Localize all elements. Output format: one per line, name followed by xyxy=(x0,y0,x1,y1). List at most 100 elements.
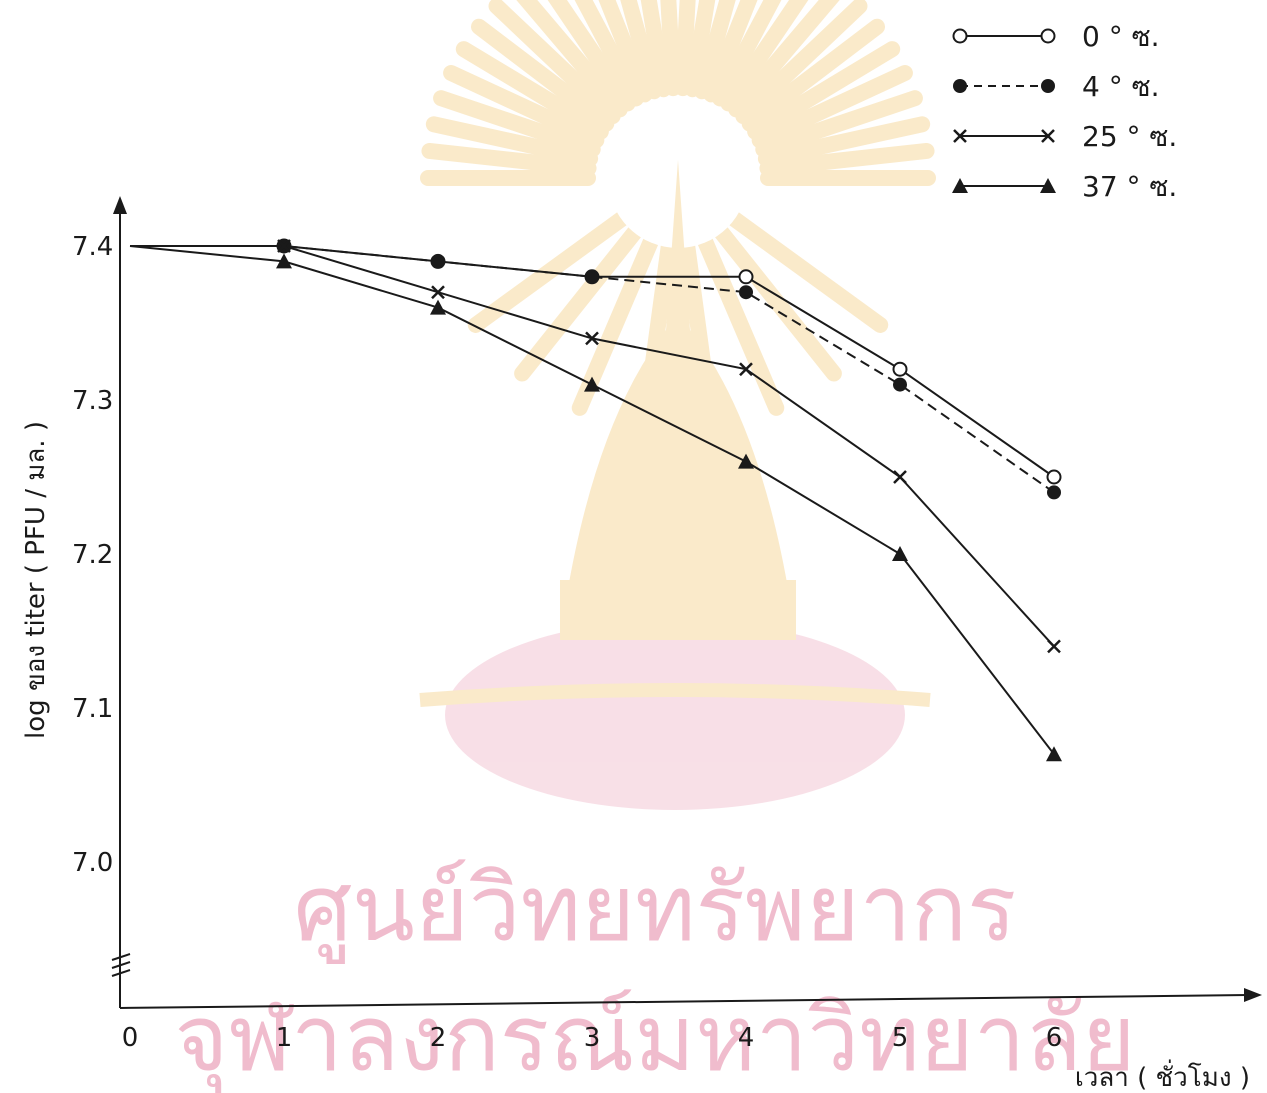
emblem-cushion xyxy=(445,620,905,810)
x-tick-labels: 0 1 2 3 4 5 6 xyxy=(122,1023,1063,1053)
series-25c-point xyxy=(1047,639,1061,654)
legend-label: 37 ° ซ. xyxy=(1082,170,1177,203)
emblem-ray xyxy=(759,142,935,177)
y-tick-label: 7.4 xyxy=(72,232,113,262)
legend-marker xyxy=(953,79,967,93)
emblem-ray xyxy=(574,0,644,107)
legend-item-4c: 4 ° ซ. xyxy=(953,70,1160,103)
series-25c-point xyxy=(739,362,753,377)
emblem-ray xyxy=(720,0,809,112)
series-0c-point xyxy=(1046,469,1062,485)
series-25c-point xyxy=(585,331,599,346)
series-37c-point xyxy=(738,453,754,469)
series-37c-point xyxy=(276,253,292,269)
x-tick-label: 2 xyxy=(430,1023,447,1053)
emblem-ray xyxy=(747,41,901,140)
y-tick-label: 7.1 xyxy=(72,694,113,724)
series-25c-point xyxy=(431,285,445,300)
emblem-ray xyxy=(433,90,601,158)
series-4c-point xyxy=(585,269,599,284)
emblem-ray xyxy=(421,142,597,177)
emblem-ray xyxy=(640,0,672,98)
emblem-base xyxy=(560,580,796,640)
series-0c-point xyxy=(892,361,908,377)
axes xyxy=(111,196,1262,1009)
emblem-ray xyxy=(703,0,758,103)
emblem-ray xyxy=(674,0,696,97)
series-0c-point xyxy=(738,269,754,285)
emblem-ray xyxy=(516,0,628,118)
emblem-rays xyxy=(420,0,936,434)
emblem-ray xyxy=(547,0,636,112)
emblem-ray xyxy=(728,0,840,118)
legend-label: 0 ° ซ. xyxy=(1082,20,1160,53)
emblem-ray xyxy=(620,0,662,100)
x-tick-label: 5 xyxy=(892,1023,909,1053)
legend-marker xyxy=(1041,79,1055,93)
y-axis-arrow xyxy=(113,196,127,214)
y-tick-label: 7.2 xyxy=(72,540,113,570)
legend-marker xyxy=(1040,178,1056,193)
series-37c-point xyxy=(1046,746,1062,762)
series-25c-point xyxy=(277,239,291,253)
watermark-line-2: จุฬาลงกรณ์มหาวิทยาลัย xyxy=(174,985,1135,1093)
x-axis-arrow xyxy=(1244,988,1262,1002)
x-tick-label: 3 xyxy=(584,1023,601,1053)
x-tick-label: 6 xyxy=(1046,1023,1063,1053)
emblem-ray xyxy=(718,205,889,333)
emblem-ray xyxy=(443,65,605,149)
text-watermark: ศูนย์วิทยทรัพยากร จุฬาลงกรณ์มหาวิทยาลัย xyxy=(174,855,1135,1093)
legend-item-0c: 0 ° ซ. xyxy=(952,20,1160,53)
series-37c xyxy=(129,245,1062,762)
emblem-ray xyxy=(684,0,716,98)
series-4c-point xyxy=(893,377,907,392)
university-emblem-watermark xyxy=(419,0,936,810)
series-37c-point xyxy=(430,299,446,315)
emblem-ray xyxy=(598,0,653,103)
emblem-ray xyxy=(693,225,785,416)
emblem-ray xyxy=(735,0,868,125)
legend-item-37c: 37 ° ซ. xyxy=(952,170,1177,203)
legend: 0 ° ซ. 4 ° ซ. 25 ° ซ. 37 ° ซ. xyxy=(952,20,1177,203)
x-axis-line xyxy=(119,994,1249,1009)
emblem-ray xyxy=(694,0,736,100)
emblem-ray xyxy=(660,0,682,97)
legend-marker xyxy=(1041,129,1055,143)
legend-marker xyxy=(1040,28,1056,44)
emblem-ray xyxy=(741,18,886,132)
series-25c-point xyxy=(893,470,907,484)
y-tick-label: 7.0 xyxy=(72,848,113,878)
emblem-crown xyxy=(566,160,790,600)
legend-label: 4 ° ซ. xyxy=(1082,70,1160,103)
legend-marker xyxy=(952,28,968,44)
emblem-ray xyxy=(757,116,931,167)
x-tick-label: 4 xyxy=(738,1023,755,1053)
series-37c-point xyxy=(892,546,908,561)
emblem-ray xyxy=(514,216,649,382)
emblem-ray xyxy=(467,205,638,333)
emblem-ribbon xyxy=(419,683,931,707)
x-tick-label: 1 xyxy=(276,1023,293,1053)
y-axis-break xyxy=(111,953,131,977)
series-25c xyxy=(130,239,1061,654)
series-4c-point xyxy=(739,285,753,300)
series-37c-point xyxy=(584,376,600,392)
series-4c-point xyxy=(431,254,445,269)
series-4c-point xyxy=(1047,485,1061,500)
emblem-ray xyxy=(712,0,782,107)
legend-item-25c: 25 ° ซ. xyxy=(953,120,1177,153)
watermark-line-1: ศูนย์วิทยทรัพยากร xyxy=(294,855,1017,964)
y-axis-title: log ของ titer ( PFU / มล. ) xyxy=(21,421,51,739)
emblem-ray xyxy=(707,216,842,382)
x-axis-title: เวลา ( ชั่วโมง ) xyxy=(1075,1059,1250,1093)
x-tick-label: 0 xyxy=(122,1023,139,1053)
legend-marker xyxy=(953,129,967,143)
emblem-ray xyxy=(425,116,599,167)
legend-label: 25 ° ซ. xyxy=(1082,120,1177,153)
emblem-ray xyxy=(488,0,621,125)
emblem-ray xyxy=(755,90,923,158)
emblem-ray xyxy=(455,41,609,140)
y-tick-labels: 7.0 7.1 7.2 7.3 7.4 xyxy=(72,232,113,878)
y-tick-label: 7.3 xyxy=(72,386,113,416)
